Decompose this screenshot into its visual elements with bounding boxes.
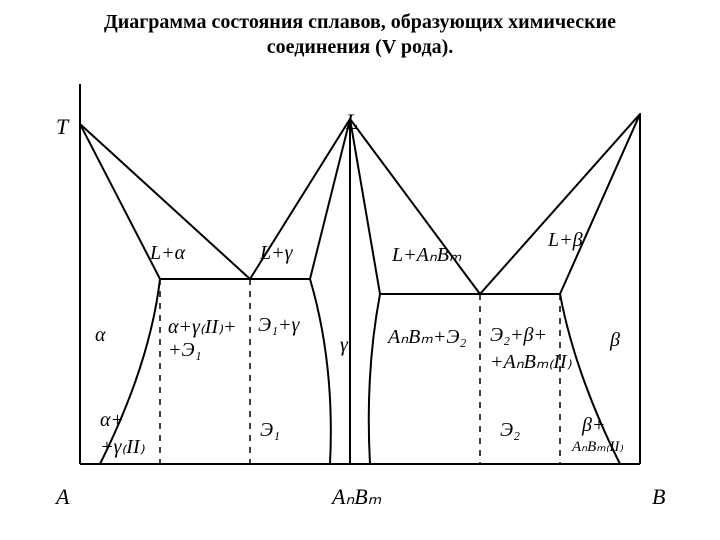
page-title: Диаграмма состояния сплавов, образующих … <box>0 0 720 64</box>
axis-label-A: A <box>56 484 69 510</box>
region-label-ag_a: α+ <box>100 409 124 432</box>
region-label-bAB_b: AₙBₘ₍II₎ <box>572 437 623 456</box>
region-label-a: α <box>95 324 106 347</box>
region-label-Lb: L+β <box>548 229 583 252</box>
axis-label-L: L <box>346 109 358 135</box>
axis-label-T: T <box>56 114 68 140</box>
axis-label-AnBm: AₙBₘ <box>332 484 381 510</box>
region-label-E2b_b: +AₙBₘ₍II₎ <box>490 349 572 374</box>
region-label-ag_b: +γ₍II₎ <box>100 434 145 459</box>
region-label-E1: Э₁ <box>260 419 280 442</box>
region-label-bAB_a: β+ <box>582 414 605 437</box>
axis-label-B: B <box>652 484 665 510</box>
region-label-E2b_a: Э₂+β+ <box>490 324 547 347</box>
region-label-ABE2: AₙBₘ+Э₂ <box>388 324 466 349</box>
title-line-2: соединения (V рода). <box>267 36 453 58</box>
diagram-stage: TLABAₙBₘL+αL+γL+AₙBₘL+βαγβα+γ₍II₎++Э₁Э₁+… <box>0 64 720 534</box>
region-label-Lg: L+γ <box>260 242 293 265</box>
region-label-b: β <box>610 329 620 352</box>
region-label-LAB: L+AₙBₘ <box>392 242 461 267</box>
region-label-E2: Э₂ <box>500 419 520 442</box>
region-label-E1g: Э₁+γ <box>258 314 299 337</box>
region-label-La: L+α <box>150 242 185 265</box>
region-label-agE1a: α+γ₍II₎+ <box>168 314 237 339</box>
region-label-g: γ <box>340 334 348 357</box>
title-line-1: Диаграмма состояния сплавов, образующих … <box>104 11 616 33</box>
region-label-agE1b: +Э₁ <box>168 339 202 362</box>
phase-diagram <box>0 64 720 534</box>
